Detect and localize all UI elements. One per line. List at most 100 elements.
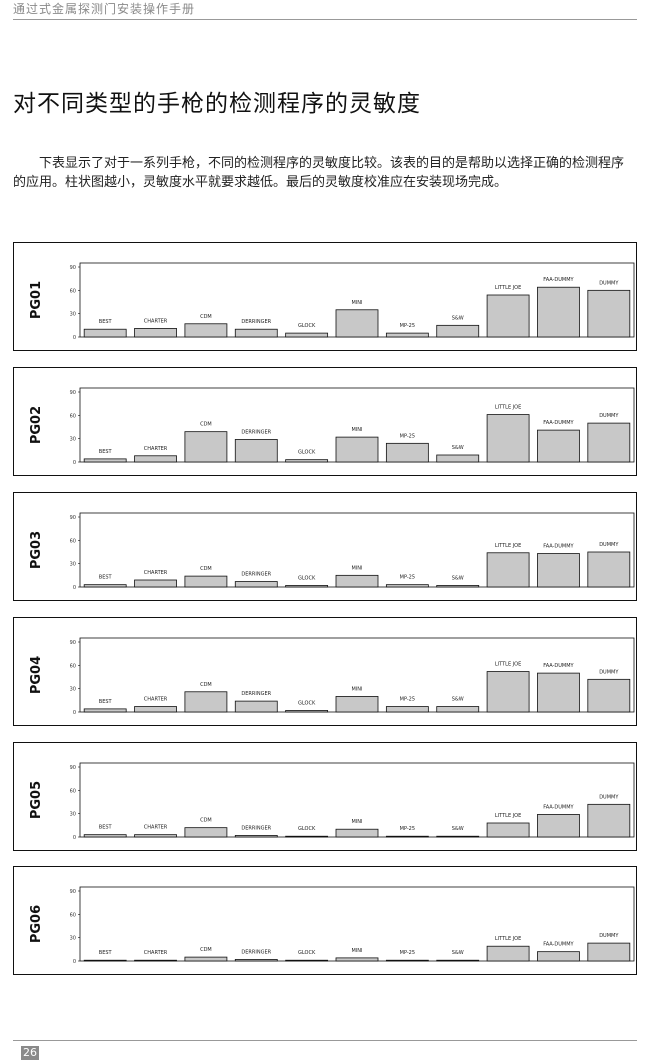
- y-tick-label: 0: [73, 460, 76, 466]
- category-label: MP-25: [400, 323, 415, 329]
- category-label: MINI: [351, 565, 362, 571]
- bar-derringer: [234, 439, 278, 463]
- program-label: PG05: [29, 781, 44, 819]
- bar-best: [83, 959, 127, 962]
- bar-faa-dummy: [537, 672, 580, 713]
- bar-cdm: [184, 691, 228, 713]
- bar-glock: [285, 835, 329, 838]
- bar-little-joe: [486, 294, 530, 338]
- y-tick-label: 90: [70, 265, 76, 271]
- bar-s-w: [436, 706, 480, 713]
- bar-faa-dummy: [537, 814, 580, 838]
- category-label: MP-25: [400, 826, 415, 832]
- category-label: S&W: [452, 445, 464, 451]
- bar-dummy: [587, 942, 631, 962]
- category-label: GLOCK: [298, 826, 316, 832]
- category-label: GLOCK: [298, 323, 316, 329]
- category-label: BEST: [99, 950, 113, 956]
- category-label: GLOCK: [298, 450, 316, 456]
- category-label: DUMMY: [599, 933, 619, 939]
- category-label: MINI: [351, 948, 362, 954]
- chart-panel-pg04: PG04 0 30 60 90 BEST CHARTER CDM DERRINGER GLOCK M…: [13, 617, 637, 726]
- page-number: 26: [21, 1046, 39, 1060]
- category-label: DUMMY: [599, 542, 619, 548]
- bar-charter: [134, 579, 177, 588]
- bar-mini: [335, 574, 379, 588]
- category-label: MP-25: [400, 697, 415, 703]
- program-label: PG06: [29, 905, 44, 943]
- bar-best: [83, 458, 127, 463]
- y-tick-label: 0: [73, 710, 76, 716]
- category-label: MP-25: [400, 433, 415, 439]
- category-label: GLOCK: [298, 950, 316, 956]
- y-tick-label: 30: [70, 437, 76, 443]
- y-tick-label: 60: [70, 912, 76, 918]
- category-label: DERRINGER: [241, 319, 271, 325]
- bar-s-w: [436, 324, 480, 338]
- bar-little-joe: [486, 945, 530, 962]
- bar-mini: [335, 696, 379, 713]
- category-label: S&W: [452, 826, 464, 832]
- bar-charter: [134, 455, 177, 463]
- program-label: PG03: [29, 531, 44, 569]
- category-label: BEST: [99, 449, 113, 455]
- y-tick-label: 0: [73, 335, 76, 341]
- chart-svg-pg04: PG04 0 30 60 90 BEST CHARTER CDM DERRINGER GLOCK M…: [29, 637, 635, 716]
- category-label: LITTLE JOE: [495, 662, 521, 668]
- category-label: DERRINGER: [241, 429, 271, 435]
- bar-mp-25: [385, 332, 429, 338]
- program-label: PG04: [29, 656, 44, 694]
- bar-dummy: [587, 678, 631, 713]
- bar-mp-25: [385, 706, 429, 713]
- category-label: FAA-DUMMY: [543, 942, 574, 948]
- bar-dummy: [587, 803, 631, 838]
- bar-little-joe: [486, 552, 530, 588]
- bar-derringer: [234, 959, 278, 962]
- category-label: GLOCK: [298, 575, 316, 581]
- bar-charter: [134, 834, 177, 838]
- category-label: CHARTER: [144, 446, 168, 452]
- chart-panel-pg05: PG05 0 30 60 90 BEST CHARTER CDM DERRINGER GLOCK M…: [13, 742, 637, 851]
- bar-mp-25: [385, 584, 429, 588]
- bar-cdm: [184, 956, 228, 962]
- category-label: MP-25: [400, 950, 415, 956]
- bar-s-w: [436, 454, 480, 463]
- category-label: MINI: [351, 686, 362, 692]
- category-label: DUMMY: [599, 280, 619, 286]
- bar-best: [83, 584, 127, 588]
- program-label: PG02: [29, 406, 44, 444]
- category-label: MINI: [351, 427, 362, 433]
- category-label: FAA-DUMMY: [543, 277, 574, 283]
- category-label: DERRINGER: [241, 825, 271, 831]
- bar-cdm: [184, 575, 228, 588]
- bar-s-w: [436, 835, 480, 838]
- category-label: S&W: [452, 697, 464, 703]
- bar-charter: [134, 706, 177, 713]
- chart-panel-pg06: PG06 0 30 60 90 BEST CHARTER CDM DERRINGER GLOCK M…: [13, 866, 637, 975]
- footer-divider: [13, 1040, 637, 1041]
- category-label: MINI: [351, 819, 362, 825]
- bar-glock: [285, 959, 329, 962]
- bar-mini: [335, 828, 379, 838]
- bar-dummy: [587, 422, 631, 463]
- y-tick-label: 60: [70, 538, 76, 544]
- y-tick-label: 0: [73, 835, 76, 841]
- category-label: BEST: [99, 825, 113, 831]
- chart-svg-pg03: PG03 0 30 60 90 BEST CHARTER CDM DERRINGER GLOCK M…: [29, 512, 635, 591]
- category-label: FAA-DUMMY: [543, 804, 574, 810]
- bar-little-joe: [486, 414, 530, 463]
- y-tick-label: 60: [70, 413, 76, 419]
- category-label: CHARTER: [144, 570, 168, 576]
- y-tick-label: 30: [70, 812, 76, 818]
- bar-little-joe: [486, 671, 530, 713]
- y-tick-label: 30: [70, 312, 76, 318]
- category-label: S&W: [452, 575, 464, 581]
- y-tick-label: 90: [70, 765, 76, 771]
- bar-faa-dummy: [537, 429, 580, 463]
- category-label: CHARTER: [144, 950, 168, 956]
- program-label: PG01: [29, 281, 44, 319]
- bar-faa-dummy: [537, 951, 580, 962]
- bar-cdm: [184, 431, 228, 463]
- category-label: BEST: [99, 575, 113, 581]
- category-label: S&W: [452, 315, 464, 321]
